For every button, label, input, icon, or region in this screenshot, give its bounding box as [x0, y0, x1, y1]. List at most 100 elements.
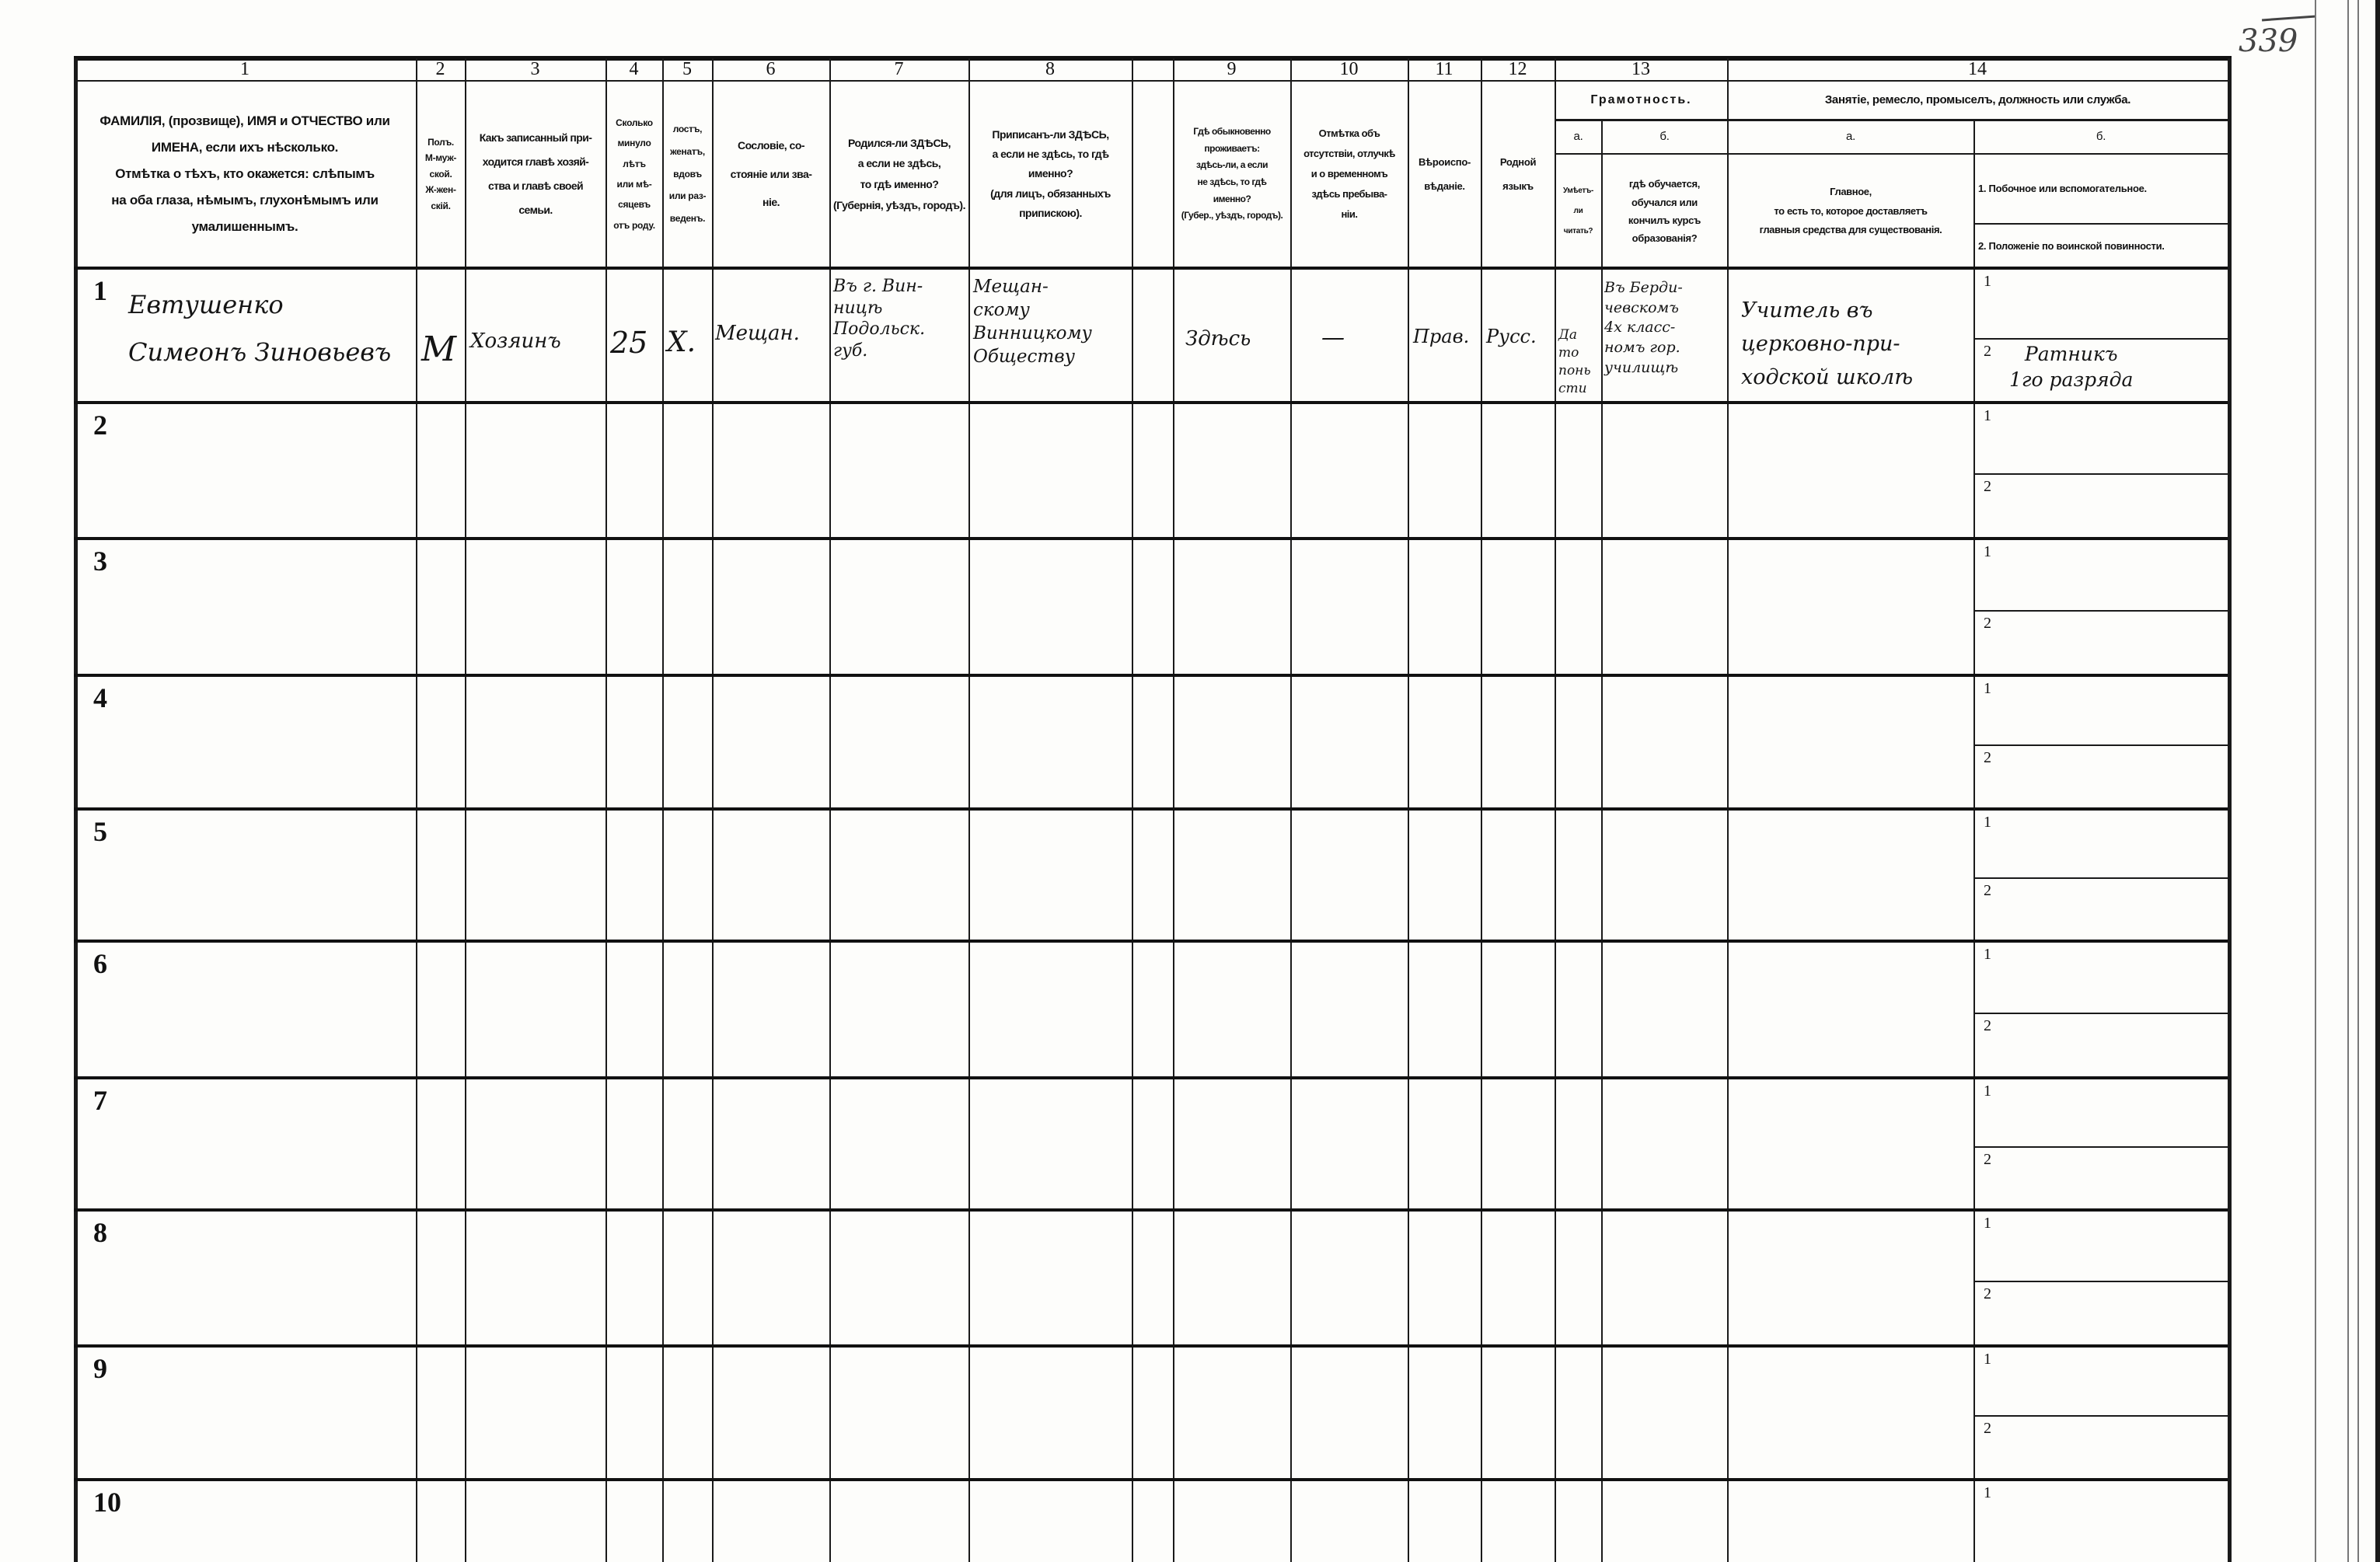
header-literacy-title: Грамотность. [1590, 92, 1692, 106]
header-surname-name: ФАМИЛІЯ, (прозвище), ИМЯ и ОТЧЕСТВО или … [99, 113, 390, 234]
header-residence: Гдѣ обыкновенно проживаетъ: здѣсь-ли, а … [1181, 126, 1283, 221]
header-absence: Отмѣтка объ отсутствіи, отлучкѣ и о врем… [1303, 127, 1395, 220]
header-language: Родной языкъ [1499, 155, 1537, 192]
sub-row-divider [1973, 744, 2228, 746]
column-number: 14 [1968, 58, 1987, 79]
row-number: 6 [93, 948, 107, 979]
header-occupation-b-label: б. [2096, 129, 2106, 143]
margin-scribble [2261, 15, 2317, 22]
entry-birthplace: Въ г. Вин- ницѣ Подольск. губ. [833, 277, 926, 361]
entry-residence: Здѣсь [1185, 327, 1251, 350]
row-divider [74, 1344, 2228, 1348]
entry-age: 25 [610, 326, 648, 360]
sub-line-number: 1 [1984, 680, 1991, 697]
row-divider [74, 537, 2228, 540]
row-divider [74, 674, 2228, 677]
row-number: 1 [93, 275, 107, 306]
sub-row-divider [1973, 610, 2228, 612]
column-number: 5 [682, 58, 692, 79]
table-right-border [2228, 58, 2232, 1562]
entry-can-read: Да то понь сти [1558, 327, 1591, 396]
column-number: 11 [1435, 58, 1453, 79]
header-literacy-a-label: а. [1573, 129, 1583, 143]
entry-relation: Хозяинъ [470, 329, 561, 353]
sub-line-number: 1 [1984, 1351, 1991, 1368]
header-sex: Полъ. М-муж- ской. Ж-жен- скій. [424, 137, 457, 211]
column-number: 4 [629, 58, 639, 79]
column-divider [1973, 119, 1975, 1562]
header-occupation-secondary: 1. Побочное или вспомогательное. [1978, 182, 2147, 194]
header-age: Сколько минуло лѣтъ или мѣ- сяцевъ отъ р… [613, 117, 655, 231]
sub-line-number: 1 [1984, 407, 1991, 424]
header-marital: лостъ, женатъ, вдовъ или раз- веденъ. [668, 124, 707, 225]
row-divider [74, 807, 2228, 811]
subheader-divider [1555, 153, 2228, 155]
sub-line-number: 2 [1984, 478, 1991, 495]
page-edge [2375, 0, 2380, 1562]
sub-line-number: 2 [1984, 1151, 1991, 1168]
sub-line-number: 2 [1984, 615, 1991, 632]
header-education: гдѣ обучается, обучался или кончилъ курс… [1628, 178, 1701, 245]
row-divider [74, 401, 2228, 404]
row-divider [74, 1208, 2228, 1212]
row-number: 10 [93, 1487, 121, 1518]
row-divider [74, 1478, 2228, 1481]
header-occupation-main: Главное, то есть то, которое доставляетъ… [1759, 185, 1942, 236]
header-birthplace: Родился-ли ЗДѢСЬ, а если не здѣсь, то гд… [833, 136, 965, 211]
margin-line [2347, 0, 2349, 1562]
sub-line-number: 2 [1984, 1420, 1991, 1437]
column-number: 6 [766, 58, 776, 79]
sub-row-divider [1973, 338, 2228, 340]
column-number: 2 [435, 58, 445, 79]
subheader-divider [1973, 223, 2228, 225]
sub-row-divider [1973, 473, 2228, 475]
column-number: 1 [240, 58, 250, 79]
sub-row-divider [1973, 877, 2228, 879]
entry-military-status: Ратникъ 1го разряда [2009, 343, 2134, 391]
column-number: 12 [1508, 58, 1527, 79]
row-number: 3 [93, 546, 107, 577]
column-divider [1601, 119, 1603, 1562]
sub-line-number: 1 [1984, 1484, 1991, 1501]
header-occupation-title: Занятіе, ремесло, промыселъ, должность и… [1824, 92, 2131, 106]
subheader-divider [1555, 119, 2228, 121]
column-number: 7 [894, 58, 904, 79]
table-top-border [74, 56, 2232, 61]
column-number: 13 [1631, 58, 1650, 79]
column-number: 9 [1227, 58, 1237, 79]
sub-line-number: 1 [1984, 543, 1991, 560]
row-number: 7 [93, 1085, 107, 1116]
header-estate: Сословіе, со- стояніе или зва- ніе. [730, 139, 812, 209]
entry-name: Евтушенко Симеонъ Зиновьевъ [128, 290, 392, 367]
sub-line-number: 2 [1984, 1017, 1991, 1034]
entry-language: Русс. [1486, 326, 1537, 347]
row-number: 2 [93, 410, 107, 441]
sub-row-divider [1973, 1013, 2228, 1014]
sub-line-number: 2 [1984, 749, 1991, 766]
column-number: 10 [1339, 58, 1359, 79]
entry-education: Въ Берди- чевскомъ 4х класс- номъ гор. у… [1604, 279, 1683, 376]
margin-line [2357, 0, 2359, 1562]
row-divider [74, 1076, 2228, 1079]
column-number: 3 [530, 58, 540, 79]
entry-registered: Мещан- скому Винницкому Обществу [973, 277, 1092, 367]
entry-marital: Х. [667, 326, 696, 358]
sub-line-number: 2 [1984, 343, 1991, 360]
sub-line-number: 1 [1984, 1215, 1991, 1232]
sub-line-number: 1 [1984, 814, 1991, 831]
row-divider [74, 940, 2228, 943]
row-number: 9 [93, 1353, 107, 1384]
column-number: 8 [1045, 58, 1055, 79]
sub-line-number: 1 [1984, 1083, 1991, 1100]
row-number: 5 [93, 816, 107, 847]
column-number [1132, 58, 1173, 80]
header-occupation-a-label: а. [1846, 129, 1855, 143]
sub-row-divider [1973, 1146, 2228, 1148]
page-number: 339 [2239, 23, 2298, 59]
header-relation: Какъ записанный при- ходится главѣ хозяй… [479, 131, 592, 216]
entry-occupation-main: Учитель въ церковно-при- ходской школѣ [1741, 298, 1914, 390]
header-military-status: 2. Положеніе по воинской повинности. [1978, 239, 2165, 252]
column-number-underline [74, 80, 2228, 82]
entry-sex: М [421, 329, 457, 369]
header-literacy-b-label: б. [1659, 129, 1670, 143]
